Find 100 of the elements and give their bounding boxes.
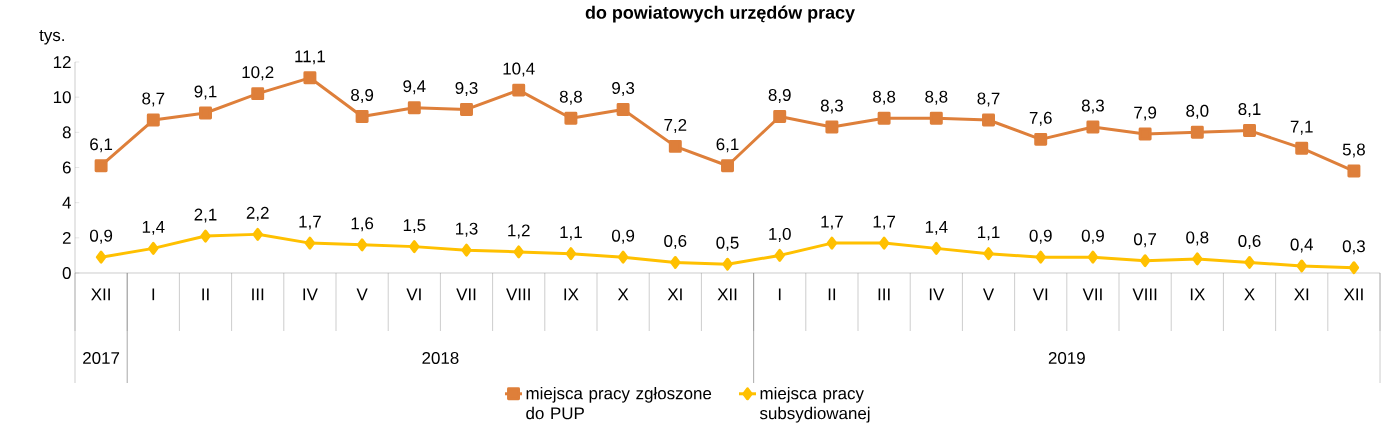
data-label: 1,7 (821, 215, 843, 230)
x-tick-label: IX (1190, 288, 1205, 301)
data-label: 0,9 (1081, 229, 1104, 244)
point (1035, 250, 1046, 264)
data-label: 1,0 (769, 227, 791, 242)
data-label: 0,9 (1029, 229, 1052, 244)
data-label: 8,8 (925, 90, 948, 105)
point (461, 243, 472, 257)
point (983, 247, 994, 261)
point (722, 257, 733, 271)
point (355, 110, 369, 123)
x-tick-label: XI (667, 288, 682, 301)
data-label: 6,1 (90, 138, 113, 153)
data-label: 1,5 (403, 219, 426, 234)
data-label: 8,3 (1081, 99, 1104, 114)
y-axis-title: tys. (39, 30, 64, 45)
point (94, 159, 108, 173)
data-label: 10,2 (242, 66, 274, 81)
data-label: 7,6 (1029, 111, 1052, 126)
point (200, 229, 211, 243)
chart-title: do powiatowych urzędów pracy (585, 5, 855, 23)
point (721, 159, 734, 173)
point (982, 113, 995, 127)
data-label: 0,6 (664, 234, 687, 249)
data-label: 10,4 (503, 62, 535, 77)
x-tick-label: X (1244, 288, 1255, 301)
x-tick-label: VII (456, 288, 476, 301)
x-tick-label: I (152, 288, 155, 301)
x-tick-label: VIII (506, 288, 530, 301)
x-tick-label: VI (406, 288, 421, 301)
x-tick-label: XI (1294, 288, 1309, 301)
text: 2018 (422, 352, 459, 364)
data-label: 1,7 (299, 215, 321, 230)
point (146, 113, 160, 127)
point (407, 101, 421, 115)
x-tick-label: XII (91, 288, 110, 301)
point (95, 250, 107, 264)
data-label: 0,4 (1290, 238, 1313, 253)
data-label: 5,8 (1342, 143, 1365, 158)
data-label: 0,3 (1342, 240, 1365, 255)
point (251, 87, 265, 101)
x-tick-label: III (252, 288, 264, 301)
data-label: 1,3 (456, 222, 478, 237)
point (1086, 120, 1100, 134)
point (199, 106, 212, 120)
point (1347, 164, 1361, 178)
y-tick-label: 8 (62, 126, 71, 139)
y-tick-label: 6 (62, 161, 71, 174)
x-tick-label: IV (303, 288, 318, 301)
x-tick-label: V (982, 288, 995, 301)
x-tick-label: III (878, 288, 890, 301)
data-label: 11,1 (295, 50, 325, 65)
data-label: 1,1 (978, 226, 1000, 241)
y-tick-label: 12 (53, 56, 71, 68)
point (356, 238, 368, 252)
x-tick-label: VI (1032, 288, 1048, 301)
point (1139, 254, 1151, 268)
point (1034, 132, 1048, 146)
point (1087, 250, 1099, 264)
x-tick-label: VIII (1132, 288, 1157, 301)
data-label: 7,1 (1290, 120, 1313, 135)
data-label: 1,4 (142, 221, 165, 235)
point (512, 83, 526, 97)
data-label: 0,5 (716, 236, 739, 251)
point (617, 250, 629, 264)
data-label: 9,3 (455, 81, 478, 96)
point (252, 227, 263, 241)
data-label: 0,9 (89, 229, 113, 244)
data-label: 7,9 (1134, 106, 1157, 121)
data-label: 0,6 (1238, 234, 1261, 249)
point (1348, 261, 1360, 275)
point (826, 236, 838, 250)
legend-label: miejsca pracy zgłoszone do PUP (526, 386, 712, 420)
point (877, 111, 891, 125)
point (931, 241, 942, 255)
data-label: 8,3 (820, 99, 843, 114)
point (565, 247, 577, 261)
data-label: 1,2 (508, 224, 530, 239)
data-label: 8,7 (977, 92, 1000, 107)
data-label: 9,3 (612, 81, 635, 96)
data-label: 2,2 (246, 206, 269, 221)
data-label: 7,2 (664, 118, 687, 133)
y-tick-label: 4 (62, 196, 71, 209)
point (513, 245, 524, 259)
x-tick-label: I (778, 288, 781, 301)
point (1190, 125, 1204, 139)
point (1138, 127, 1152, 141)
data-label: 0,8 (1186, 231, 1209, 246)
text: 2017 (83, 352, 120, 364)
point (1295, 141, 1309, 155)
point (878, 236, 890, 250)
data-label: 1,1 (560, 226, 582, 241)
x-tick-label: X (617, 288, 629, 301)
point (929, 111, 943, 125)
data-label: 0,7 (1134, 233, 1157, 248)
data-label: 8,0 (1186, 104, 1209, 119)
y-tick-label: 0 (62, 267, 71, 279)
point (670, 255, 681, 269)
point (1192, 252, 1203, 266)
data-label: 9,1 (194, 85, 217, 100)
